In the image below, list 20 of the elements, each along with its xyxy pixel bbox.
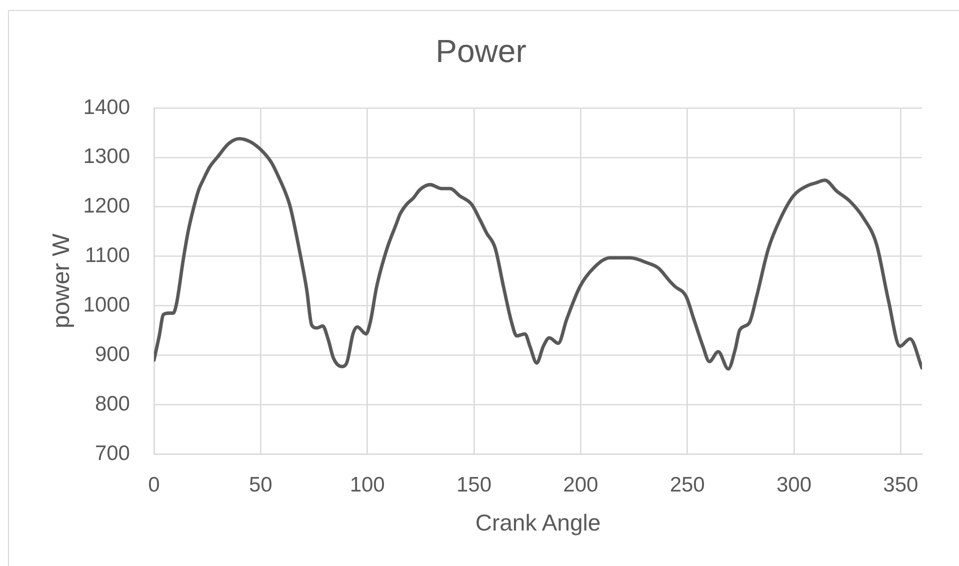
y-tick-label: 1100	[84, 244, 130, 268]
y-tick-label: 1200	[83, 194, 130, 218]
line-series	[154, 136, 922, 371]
chart-title: Power	[436, 33, 527, 70]
y-tick-label: 1400	[83, 96, 130, 119]
x-tick-label: 100	[350, 473, 385, 496]
x-tick-label: 200	[563, 473, 598, 496]
x-tick-label: 300	[776, 473, 812, 496]
x-tick-label: 150	[456, 473, 492, 496]
x-tick-label: 0	[148, 473, 160, 496]
y-tick-label: 800	[94, 392, 130, 416]
y-tick-label: 700	[94, 442, 130, 465]
y-tick-label: 1300	[83, 145, 130, 168]
x-axis-title: Crank Angle	[475, 510, 601, 536]
y-axis-title: power W	[48, 233, 76, 328]
x-tick-label: 350	[883, 473, 918, 496]
y-tick-label: 900	[94, 342, 130, 366]
x-tick-label: 50	[248, 473, 272, 496]
y-tick-label: 1000	[83, 294, 130, 317]
x-tick-label: 250	[670, 473, 705, 496]
